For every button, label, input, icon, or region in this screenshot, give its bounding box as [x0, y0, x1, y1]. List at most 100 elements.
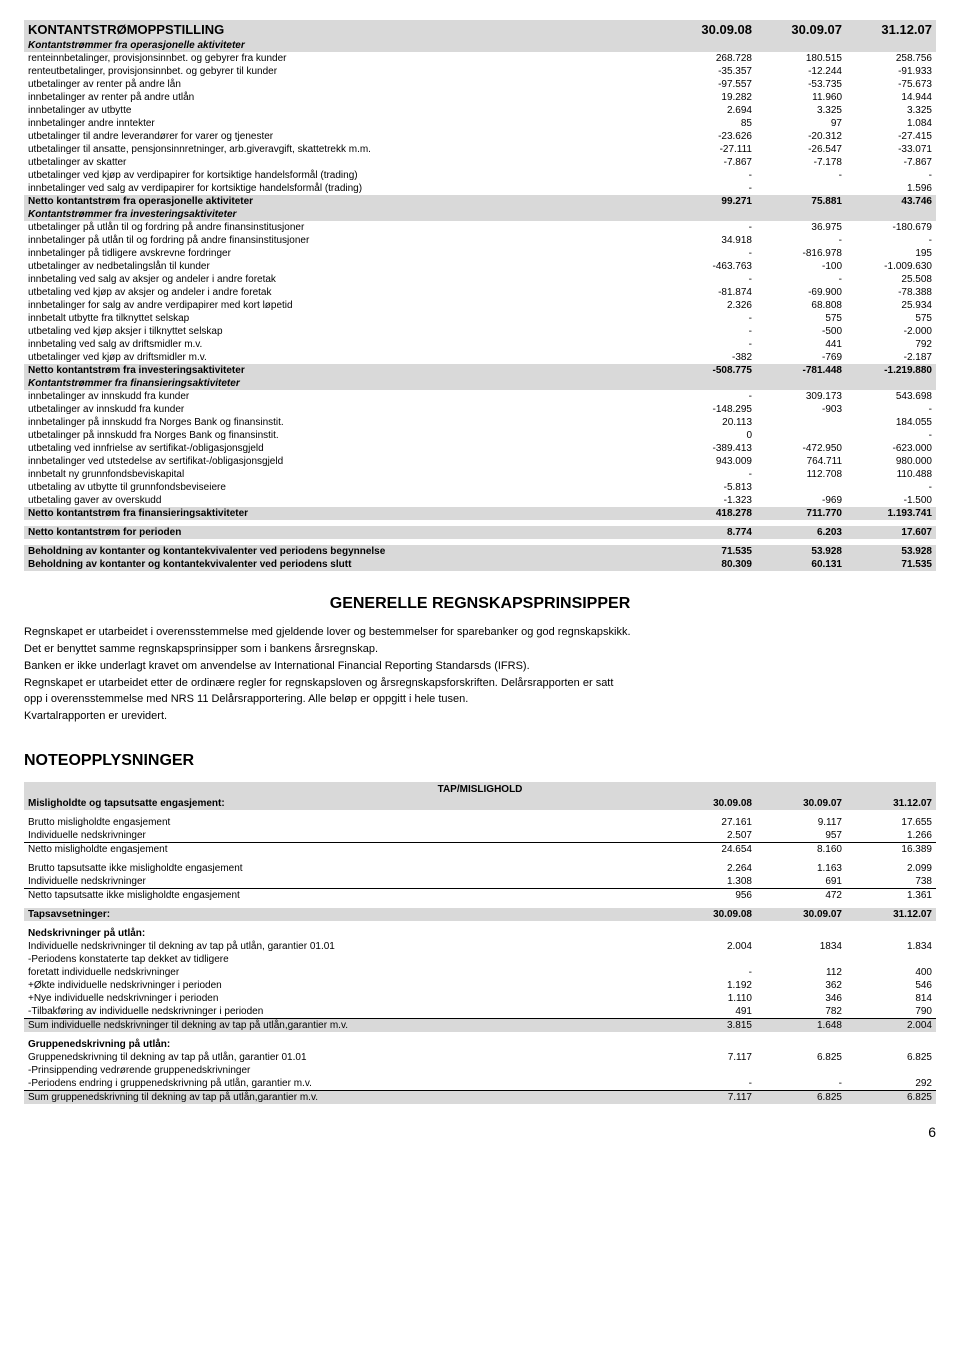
row-label: Tapsavsetninger: — [24, 908, 666, 921]
table-row: innbetalinger for salg av andre verdipap… — [24, 299, 936, 312]
row-val-c: -623.000 — [846, 442, 936, 455]
row-val-b: 575 — [756, 312, 846, 325]
table-row: innbetalinger av innskudd fra kunder - 3… — [24, 390, 936, 403]
table-row: innbetalinger på tidligere avskrevne for… — [24, 247, 936, 260]
row-val-a: 2.507 — [666, 829, 756, 843]
end-b: 60.131 — [756, 558, 846, 571]
row-label: Brutto misligholdte engasjement — [24, 816, 666, 829]
row-val-b: -20.312 — [756, 130, 846, 143]
table-row: innbetalinger på utlån til og fordring p… — [24, 234, 936, 247]
row-val-b: 30.09.07 — [756, 797, 846, 810]
row-label: Netto kontantstrøm fra finansieringsakti… — [24, 507, 666, 520]
row-val-c: 738 — [846, 875, 936, 889]
table-row: Netto kontantstrøm fra finansieringsakti… — [24, 507, 936, 520]
table-row: utbetaling ved kjøp aksjer i tilknyttet … — [24, 325, 936, 338]
row-val-a: 3.815 — [666, 1019, 756, 1033]
row-val-c: 543.698 — [846, 390, 936, 403]
row-val-b: - — [756, 1077, 846, 1091]
row-label: -Periodens konstaterte tap dekket av tid… — [24, 953, 666, 966]
row-label: -Tilbakføring av individuelle nedskrivni… — [24, 1005, 666, 1019]
fin-section-header: Kontantstrømmer fra finansieringsaktivit… — [24, 377, 936, 390]
table-row: renteutbetalinger, provisjonsinnbet. og … — [24, 65, 936, 78]
row-val-b — [756, 1064, 846, 1077]
row-val-b: 3.325 — [756, 104, 846, 117]
principles-line: Det er benyttet samme regnskapsprinsippe… — [24, 642, 936, 657]
row-val-b: -781.448 — [756, 364, 846, 377]
row-val-c: 25.508 — [846, 273, 936, 286]
period-total-c: 17.607 — [846, 526, 936, 539]
row-val-b: -969 — [756, 494, 846, 507]
row-val-c: 110.488 — [846, 468, 936, 481]
row-label: innbetalinger ved utstedelse av sertifik… — [24, 455, 666, 468]
row-val-b: 97 — [756, 117, 846, 130]
row-label: utbetaling ved kjøp av aksjer og andeler… — [24, 286, 666, 299]
table-row: innbetalinger på innskudd fra Norges Ban… — [24, 416, 936, 429]
row-val-c: 1.596 — [846, 182, 936, 195]
ned-title: Nedskrivninger på utlån: — [24, 927, 936, 940]
row-val-c: - — [846, 429, 936, 442]
table-row: Tapsavsetninger: 30.09.08 30.09.07 31.12… — [24, 908, 936, 921]
period-total-label: Netto kontantstrøm for perioden — [24, 526, 666, 539]
row-val-c: 1.193.741 — [846, 507, 936, 520]
row-val-a: 30.09.08 — [666, 797, 756, 810]
row-val-a: 7.117 — [666, 1091, 756, 1105]
row-label: innbetaling ved salg av driftsmidler m.v… — [24, 338, 666, 351]
row-label: innbetalinger av utbytte — [24, 104, 666, 117]
row-label: Individuelle nedskrivninger — [24, 875, 666, 889]
grp-title-row: Gruppenedskrivning på utlån: — [24, 1038, 936, 1051]
row-val-c: - — [846, 481, 936, 494]
row-label: utbetalinger av nedbetalingslån til kund… — [24, 260, 666, 273]
row-val-b: 6.825 — [756, 1091, 846, 1105]
row-label: Netto misligholdte engasjement — [24, 843, 666, 857]
row-val-a: 27.161 — [666, 816, 756, 829]
table-row: innbetalt ny grunnfondsbeviskapital - 11… — [24, 468, 936, 481]
table-row: Brutto misligholdte engasjement 27.161 9… — [24, 816, 936, 829]
row-label: utbetaling av utbytte til grunnfondsbevi… — [24, 481, 666, 494]
row-label: innbetalinger på tidligere avskrevne for… — [24, 247, 666, 260]
row-val-c: -1.219.880 — [846, 364, 936, 377]
table-row: Individuelle nedskrivninger 1.308 691 73… — [24, 875, 936, 889]
row-val-b: 782 — [756, 1005, 846, 1019]
ops-section-header: Kontantstrømmer fra operasjonelle aktivi… — [24, 39, 936, 52]
row-val-b: - — [756, 273, 846, 286]
row-label: innbetaling ved salg av aksjer og andele… — [24, 273, 666, 286]
row-val-a: -5.813 — [666, 481, 756, 494]
row-val-c: 14.944 — [846, 91, 936, 104]
row-val-b: 472 — [756, 889, 846, 903]
row-val-c: -91.933 — [846, 65, 936, 78]
row-val-c — [846, 953, 936, 966]
row-val-a: - — [666, 182, 756, 195]
row-val-b: -903 — [756, 403, 846, 416]
row-val-b — [756, 416, 846, 429]
table-row: Individuelle nedskrivninger 2.507 957 1.… — [24, 829, 936, 843]
row-val-b: 711.770 — [756, 507, 846, 520]
row-val-b: -769 — [756, 351, 846, 364]
row-val-c: -7.867 — [846, 156, 936, 169]
row-val-a: -463.763 — [666, 260, 756, 273]
period-total-b: 6.203 — [756, 526, 846, 539]
row-val-c: 292 — [846, 1077, 936, 1091]
table-row: innbetalinger av utbytte 2.694 3.325 3.3… — [24, 104, 936, 117]
row-val-c: 1.834 — [846, 940, 936, 953]
row-val-b — [756, 953, 846, 966]
row-val-b — [756, 429, 846, 442]
row-label: +Nye individuelle nedskrivninger i perio… — [24, 992, 666, 1005]
row-val-b: 11.960 — [756, 91, 846, 104]
row-val-c: - — [846, 403, 936, 416]
row-val-a: - — [666, 468, 756, 481]
row-val-a: -7.867 — [666, 156, 756, 169]
end-a: 80.309 — [666, 558, 756, 571]
table-row: utbetalinger av renter på andre lån -97.… — [24, 78, 936, 91]
row-val-a: -97.557 — [666, 78, 756, 91]
table-row: utbetalinger til ansatte, pensjonsinnret… — [24, 143, 936, 156]
row-label: utbetalinger ved kjøp av verdipapirer fo… — [24, 169, 666, 182]
row-val-c: -2.187 — [846, 351, 936, 364]
nedskrivninger-table: Nedskrivninger på utlån: Individuelle ne… — [24, 921, 936, 1104]
row-val-a: 418.278 — [666, 507, 756, 520]
table-row: -Prinsippending vedrørende gruppenedskri… — [24, 1064, 936, 1077]
row-val-a: - — [666, 221, 756, 234]
row-val-b: 957 — [756, 829, 846, 843]
row-val-a: 30.09.08 — [666, 908, 756, 921]
table-row: innbetalinger ved salg av verdipapirer f… — [24, 182, 936, 195]
table-row: Brutto tapsutsatte ikke misligholdte eng… — [24, 862, 936, 875]
